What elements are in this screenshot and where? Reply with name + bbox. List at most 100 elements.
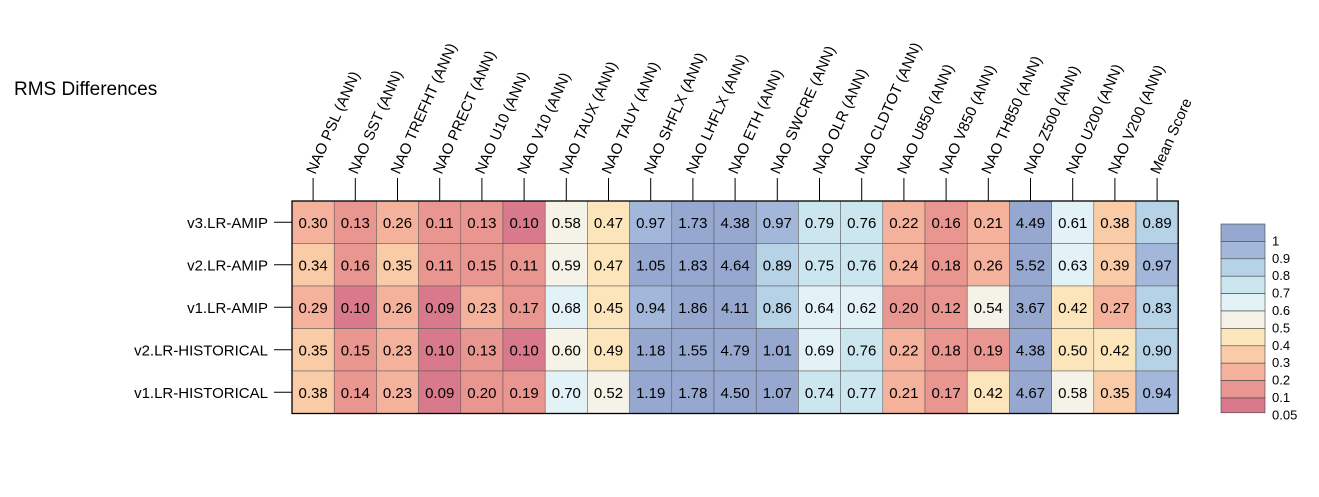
cell-value: 0.23 bbox=[383, 385, 412, 402]
colorbar-swatch bbox=[1220, 310, 1266, 329]
cell-value: 0.23 bbox=[467, 300, 496, 317]
row-label: v2.LR-HISTORICAL bbox=[134, 342, 268, 359]
heatmap-cell bbox=[755, 200, 799, 244]
heatmap-cell bbox=[798, 200, 841, 244]
cell-value: 0.11 bbox=[426, 215, 454, 232]
heatmap-cell bbox=[755, 243, 799, 287]
row-label: v1.LR-AMIP bbox=[187, 300, 268, 317]
heatmap-cell bbox=[671, 285, 715, 329]
heatmap-cell bbox=[376, 243, 419, 287]
cell-value: 0.22 bbox=[889, 215, 918, 232]
colorbar-label: 0.05 bbox=[1272, 407, 1297, 422]
cell-value: 0.38 bbox=[1100, 215, 1129, 232]
heatmap-cell bbox=[544, 243, 588, 287]
cell-value: 0.76 bbox=[847, 257, 876, 274]
cell-value: 4.50 bbox=[720, 385, 749, 402]
cell-value: 3.67 bbox=[1016, 300, 1045, 317]
colorbar-label: 0.5 bbox=[1272, 320, 1290, 335]
heatmap-cell bbox=[798, 285, 841, 329]
colorbar-swatch bbox=[1220, 258, 1266, 277]
cell-value: 1.18 bbox=[636, 342, 665, 359]
cell-value: 0.76 bbox=[847, 215, 876, 232]
colorbar-swatch bbox=[1220, 275, 1266, 294]
cell-value: 0.97 bbox=[763, 215, 792, 232]
heatmap-cell bbox=[1135, 285, 1179, 329]
cell-value: 0.09 bbox=[425, 300, 454, 317]
cell-value: 0.63 bbox=[1058, 257, 1087, 274]
heatmap-cell bbox=[376, 370, 419, 414]
cell-value: 0.10 bbox=[509, 342, 538, 359]
heatmap-cell bbox=[671, 243, 715, 287]
cell-value: 0.24 bbox=[889, 257, 918, 274]
cell-value: 0.21 bbox=[889, 385, 918, 402]
heatmap-cell bbox=[291, 285, 335, 329]
heatmap-cell bbox=[755, 285, 799, 329]
heatmap-cell bbox=[333, 328, 377, 372]
heatmap-cell bbox=[713, 200, 757, 244]
cell-value: 1.78 bbox=[678, 385, 707, 402]
row-label: v3.LR-AMIP bbox=[187, 215, 268, 232]
colorbar-swatch bbox=[1220, 397, 1266, 414]
heatmap-cell bbox=[544, 200, 588, 244]
cell-value: 0.16 bbox=[931, 215, 960, 232]
cell-value: 4.79 bbox=[720, 342, 749, 359]
cell-value: 0.14 bbox=[341, 385, 370, 402]
row-labels: v3.LR-AMIP v2.LR-AMIP v1.LR-AMIP v2.LR-HIST… bbox=[134, 215, 292, 402]
heatmap-cells: 0.30 0.13 0.26 0.11 0.13 0.10 0.58 0.47 0.97 1.73… bbox=[291, 200, 1179, 415]
cell-value: 0.60 bbox=[552, 342, 581, 359]
heatmap-cell bbox=[713, 285, 757, 329]
heatmap-cell bbox=[1009, 243, 1052, 287]
heatmap-cell bbox=[587, 328, 630, 372]
heatmap-cell bbox=[629, 328, 673, 372]
cell-value: 0.61 bbox=[1058, 215, 1087, 232]
cell-value: 1.07 bbox=[763, 385, 792, 402]
heatmap-cell bbox=[840, 285, 884, 329]
cell-value: 0.26 bbox=[383, 215, 412, 232]
heatmap-cell bbox=[1093, 285, 1137, 329]
heatmap-cell bbox=[755, 328, 799, 372]
heatmap-cell bbox=[502, 200, 546, 244]
cell-value: 1.55 bbox=[678, 342, 707, 359]
cell-value: 0.13 bbox=[467, 215, 496, 232]
heatmap-cell bbox=[798, 243, 841, 287]
cell-value: 0.18 bbox=[931, 342, 960, 359]
heatmap-cell bbox=[840, 200, 884, 244]
heatmap-cell bbox=[924, 285, 968, 329]
cell-value: 0.10 bbox=[341, 300, 370, 317]
cell-value: 1.01 bbox=[763, 342, 792, 359]
heatmap-cell bbox=[882, 243, 926, 287]
cell-value: 0.35 bbox=[1100, 385, 1129, 402]
heatmap-cell bbox=[713, 370, 757, 414]
heatmap-cell bbox=[798, 370, 841, 414]
heatmap-cell bbox=[460, 370, 504, 414]
colorbar-swatch bbox=[1220, 293, 1266, 312]
heatmap-cell bbox=[1135, 243, 1179, 287]
cell-value: 0.18 bbox=[931, 257, 960, 274]
cell-value: 0.34 bbox=[298, 257, 327, 274]
row-label: v1.LR-HISTORICAL bbox=[134, 385, 268, 402]
cell-value: 0.35 bbox=[383, 257, 412, 274]
heatmap-cell bbox=[798, 328, 841, 372]
colorbar-label: 0.6 bbox=[1272, 303, 1290, 318]
colorbar-label: 0.3 bbox=[1272, 355, 1290, 370]
cell-value: 0.90 bbox=[1142, 342, 1171, 359]
heatmap-cell bbox=[418, 328, 462, 372]
cell-value: 0.75 bbox=[805, 257, 834, 274]
cell-value: 0.10 bbox=[509, 215, 538, 232]
heatmap-cell bbox=[966, 243, 1010, 287]
heatmap-cell bbox=[502, 285, 546, 329]
heatmap-cell bbox=[333, 285, 377, 329]
colorbar-label: 0.1 bbox=[1272, 390, 1290, 405]
cell-value: 0.94 bbox=[1142, 385, 1171, 402]
heatmap-cell bbox=[924, 370, 968, 414]
heatmap-cell bbox=[629, 200, 673, 244]
cell-value: 0.30 bbox=[298, 215, 327, 232]
cell-value: 0.20 bbox=[889, 300, 918, 317]
cell-value: 0.39 bbox=[1100, 257, 1129, 274]
cell-value: 0.19 bbox=[509, 385, 538, 402]
cell-value: 0.89 bbox=[763, 257, 792, 274]
cell-value: 0.62 bbox=[847, 300, 876, 317]
colorbar-swatch bbox=[1220, 345, 1266, 364]
heatmap-cell bbox=[1093, 243, 1137, 287]
